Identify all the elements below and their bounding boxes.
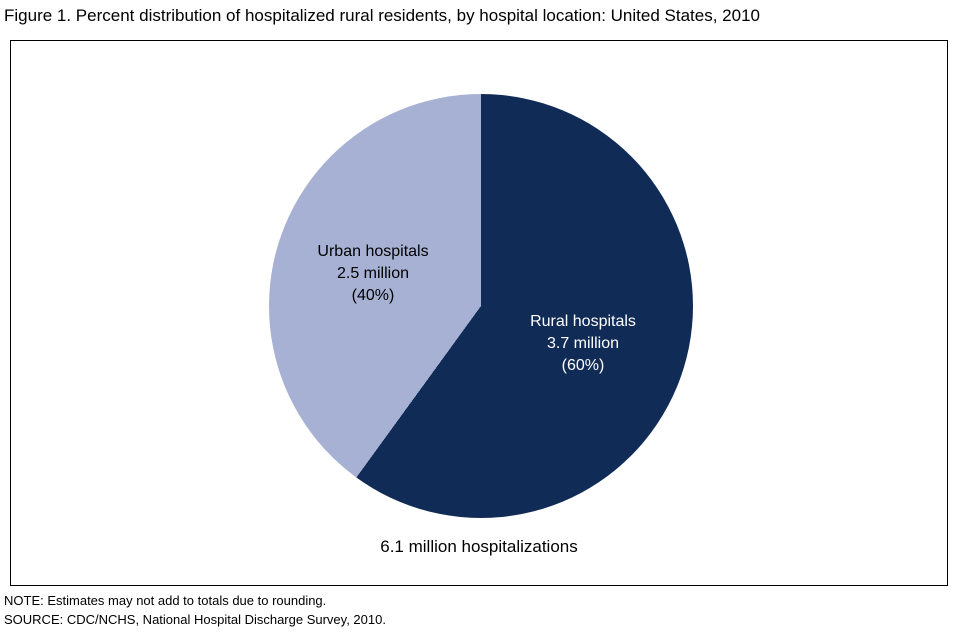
figure-title: Figure 1. Percent distribution of hospit… <box>4 6 760 25</box>
pie-chart <box>269 94 693 518</box>
source-line: SOURCE: CDC/NCHS, National Hospital Disc… <box>4 612 386 627</box>
chart-area: Urban hospitals 2.5 million (40%) Rural … <box>10 40 948 586</box>
slice-name: Rural hospitals <box>530 313 636 330</box>
footnotes: NOTE: Estimates may not add to totals du… <box>4 591 956 629</box>
total-caption: 6.1 million hospitalizations <box>380 537 578 556</box>
slice-label-urban: Urban hospitals 2.5 million (40%) <box>317 241 428 307</box>
slice-label-rural: Rural hospitals 3.7 million (60%) <box>530 311 636 377</box>
slice-value: 3.7 million <box>546 335 620 352</box>
slice-name: Urban hospitals <box>317 243 429 260</box>
note-line: NOTE: Estimates may not add to totals du… <box>4 593 327 608</box>
slice-percent: (60%) <box>561 357 605 374</box>
slice-percent: (40%) <box>351 287 395 304</box>
slice-value: 2.5 million <box>336 265 410 282</box>
